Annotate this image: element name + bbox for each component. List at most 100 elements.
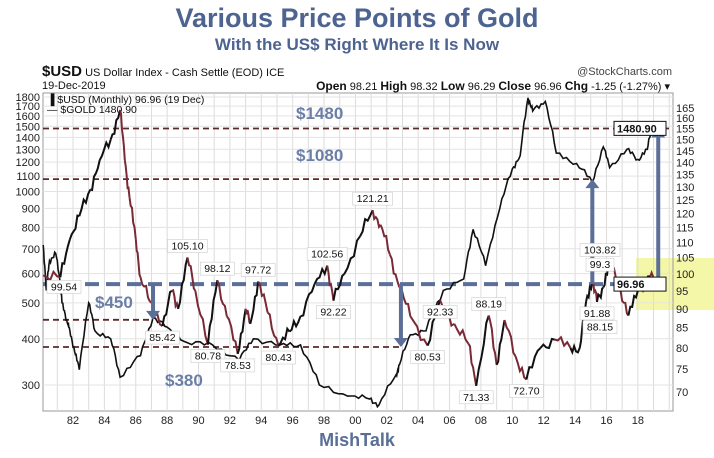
left-tick-label: 600 (22, 269, 40, 281)
x-tick-label: 94 (255, 415, 267, 427)
usd-last-value-tag-box (613, 276, 667, 292)
usd-series-segment (206, 280, 219, 345)
left-tick-label: 1400 (16, 132, 40, 144)
usd-value-label-box (306, 247, 348, 261)
usd-value-label: 121.21 (357, 193, 389, 205)
usd-value-label: 103.82 (584, 244, 616, 256)
exchange: ICE (266, 67, 285, 79)
arrow-head (393, 338, 408, 348)
usd-series-segment (244, 308, 252, 325)
usd-value-label-box (579, 306, 615, 321)
right-tick-label: 95 (676, 286, 688, 298)
change-value[interactable]: -1.25 (-1.27%) ▾ (591, 81, 670, 93)
usd-series-segment (300, 283, 316, 318)
right-tick-label: 130 (676, 182, 694, 194)
usd-series-segment (514, 355, 528, 381)
x-tick-label: 88 (161, 415, 173, 427)
usd-series-segment (569, 343, 581, 356)
usd-series-segment (619, 290, 630, 317)
usd-last-value-tag: 96.96 (617, 279, 645, 291)
x-tick-label: 18 (632, 415, 644, 427)
left-tick-label: 500 (22, 298, 40, 310)
usd-series-segment (194, 290, 209, 345)
usd-value-label-box (200, 261, 235, 276)
usd-series-segment (288, 315, 302, 333)
right-tick-label: 115 (676, 223, 694, 235)
usd-series-segment (42, 269, 61, 282)
right-tick-label: 155 (676, 124, 694, 136)
gold-level-label: $380 (165, 371, 203, 390)
usd-series-segment (379, 224, 391, 255)
usd-series-segment (332, 273, 346, 301)
usd-value-label-box (471, 297, 507, 311)
x-tick-label: 00 (349, 415, 361, 427)
usd-value-label: 105.10 (171, 240, 203, 252)
right-tick-label: 125 (676, 195, 694, 207)
usd-value-label: 71.33 (463, 392, 489, 404)
usd-series-segment (177, 257, 189, 310)
left-tick-label: 1500 (16, 121, 40, 133)
usd-series-segment (266, 311, 280, 347)
x-tick-label: 84 (98, 415, 110, 427)
usd-series-segment (134, 239, 142, 278)
x-tick-label: 86 (130, 415, 142, 427)
usd-series-segment (119, 109, 126, 161)
right-tick-label: 90 (676, 304, 688, 316)
usd-value-label: 78.53 (225, 360, 251, 372)
usd-value-label-box (316, 305, 351, 319)
usd-value-label: 98.12 (204, 263, 230, 275)
legend-gold: — $GOLD 1480.90 (47, 104, 137, 116)
usd-value-label: 72.70 (513, 385, 539, 397)
x-tick-label: 16 (600, 415, 612, 427)
usd-value-label: 80.43 (265, 352, 291, 364)
left-tick-label: 1200 (16, 157, 40, 169)
usd-value-label-box (190, 349, 226, 363)
usd-series-segment (388, 254, 401, 288)
usd-series-segment (525, 347, 542, 380)
usd-value-label-box (46, 280, 82, 294)
usd-value-label-box (261, 350, 296, 365)
usd-series-segment (371, 210, 382, 230)
left-tick-label: 1100 (16, 171, 40, 183)
usd-series-segment (343, 235, 361, 275)
gold-level-label: $1480 (296, 104, 343, 123)
usd-series-segment (453, 323, 470, 345)
usd-value-label-box (582, 320, 618, 334)
left-tick-label: 300 (22, 380, 40, 392)
usd-series-segment (161, 290, 173, 327)
symbol-header: $USD US Dollar Index - Cash Settle (EOD)… (42, 63, 284, 80)
usd-series-segment (139, 276, 151, 302)
left-tick-label: 1000 (16, 186, 40, 198)
usd-series-segment (487, 315, 498, 365)
usd-value-label-box (352, 191, 393, 206)
footer-brand: MishTalk (319, 430, 395, 450)
right-tick-label: 140 (676, 157, 694, 169)
usd-series-segment (313, 265, 329, 285)
usd-series-segment (554, 335, 572, 349)
usd-series-segment (109, 109, 122, 140)
right-tick-label: 160 (676, 113, 694, 125)
right-tick-label: 110 (676, 237, 694, 249)
right-tick-label: 80 (676, 343, 688, 355)
usd-series-segment (171, 288, 180, 310)
right-tick-label: 120 (676, 208, 694, 220)
usd-series-segment (495, 319, 506, 366)
usd-value-label: 102.56 (311, 248, 343, 260)
usd-value-label-box (585, 257, 615, 272)
usd-series-segment (236, 308, 247, 355)
usd-value-label-box (509, 384, 544, 398)
x-tick-label: 12 (538, 415, 550, 427)
usd-series-segment (90, 159, 101, 192)
left-tick-label: 1800 (16, 92, 40, 104)
usd-value-label-box (410, 350, 445, 364)
x-tick-label: 02 (381, 415, 393, 427)
symbol-name: US Dollar Index - Cash Settle (EOD) (85, 67, 263, 79)
usd-series-segment (467, 343, 478, 386)
usd-series-segment (128, 197, 137, 240)
chart-subtitle: With the US$ Right Where It Is Now (214, 35, 500, 54)
usd-value-label: 91.88 (584, 308, 610, 320)
usd-series-segment (186, 257, 197, 292)
source-credit: @StockCharts.com (577, 66, 672, 78)
